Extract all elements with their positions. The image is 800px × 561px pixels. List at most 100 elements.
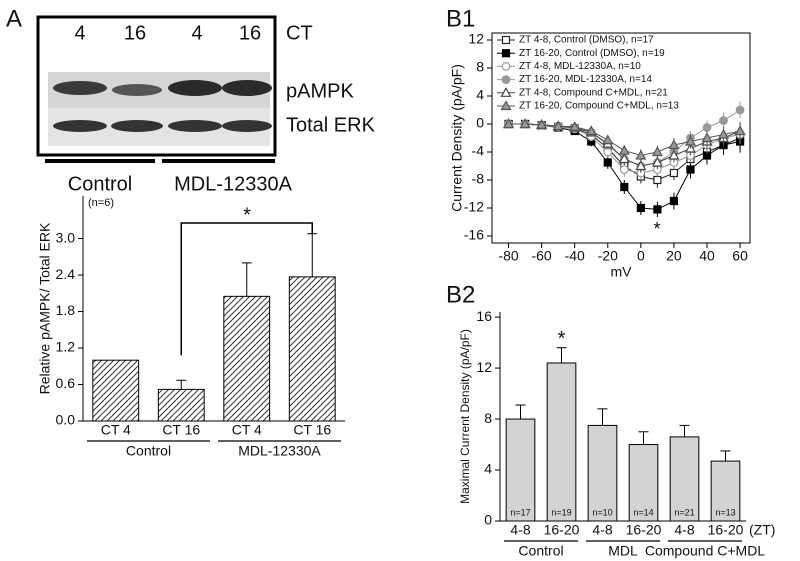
x-tick-label: 16-20: [544, 522, 580, 538]
y-tick-label: 0: [484, 512, 492, 528]
marker: [701, 132, 713, 143]
blot-band: [168, 120, 222, 132]
y-tick-label: 12: [476, 359, 492, 375]
marker: [735, 105, 745, 115]
plot-frame: [491, 32, 751, 244]
marker: [651, 146, 663, 157]
blot-band: [222, 80, 272, 96]
bar: [710, 460, 741, 522]
group-label: MDL-12330A: [174, 173, 293, 195]
group-label: MDL-12330A: [238, 443, 321, 459]
y-tick-label: -4: [472, 143, 485, 159]
marker: [668, 149, 680, 160]
band-label: pAMPK: [286, 80, 354, 102]
n-label: n=19: [551, 507, 571, 517]
x-axis-label: mV: [611, 264, 633, 280]
group-label: Control: [68, 173, 132, 195]
x-tick-label: 0: [637, 248, 645, 264]
n-label: n=21: [674, 507, 694, 517]
y-axis-label: Maximal Current Density (pA/pF): [458, 329, 472, 504]
legend-label: ZT 16-20, MDL-12330A, n=14: [519, 74, 652, 85]
blot-band: [53, 120, 107, 132]
y-tick-label: 4: [476, 87, 484, 103]
marker: [719, 116, 728, 125]
legend-marker: [501, 75, 511, 84]
marker: [635, 160, 647, 171]
marker: [569, 121, 581, 131]
legend-label: ZT 4-8, Control (DMSO), n=17: [519, 35, 654, 46]
lane-label: 16: [124, 22, 146, 44]
marker: [602, 134, 614, 145]
legend-marker: [501, 35, 511, 45]
marker: [552, 120, 564, 131]
marker: [653, 205, 662, 214]
group-label: MDL: [608, 543, 638, 559]
bar: [587, 424, 618, 522]
blot-band: [111, 120, 163, 132]
lane-label: 16: [239, 22, 261, 44]
legend-marker: [501, 62, 511, 71]
y-tick-label: -8: [472, 171, 485, 187]
x-tick-label: 60: [732, 248, 748, 264]
lane-label: 4: [191, 22, 202, 44]
blot-band: [222, 120, 272, 132]
category-unit: (ZT): [749, 522, 775, 538]
n-label: n=10: [592, 507, 612, 517]
legend-marker: [501, 49, 511, 58]
marker: [503, 118, 515, 129]
marker: [684, 135, 696, 146]
panel-label: B1: [446, 5, 475, 32]
panel-label: B2: [446, 281, 475, 308]
y-tick-label: 8: [484, 410, 492, 426]
x-tick-label: CT 4: [101, 422, 131, 438]
y-axis-label: Relative pAMPK/ Total ERK: [37, 222, 53, 394]
y-tick-label: 1.2: [56, 339, 76, 355]
blot-band: [53, 81, 107, 95]
note: (n=6): [88, 197, 114, 209]
marker: [651, 156, 663, 167]
marker: [686, 165, 695, 174]
x-tick-label: 16-20: [626, 522, 662, 538]
marker: [702, 123, 712, 132]
legend-marker: [500, 87, 512, 97]
marker: [620, 182, 629, 192]
y-tick-label: -16: [464, 227, 484, 243]
y-axis-label: Current Density (pA/pF): [449, 64, 465, 212]
significance-mark: *: [653, 219, 660, 239]
x-tick-label: -60: [531, 248, 551, 264]
x-tick-label: 40: [699, 248, 715, 264]
y-tick-label: 0.6: [56, 375, 76, 391]
n-label: n=14: [633, 507, 653, 517]
bar: [669, 436, 700, 522]
marker: [669, 196, 679, 206]
y-tick-label: 0: [476, 115, 484, 131]
marker: [734, 125, 746, 136]
bar: [92, 359, 140, 422]
marker: [702, 151, 712, 160]
y-tick-label: 0.0: [56, 412, 76, 428]
marker: [536, 118, 548, 129]
marker: [619, 165, 629, 174]
x-tick-label: -80: [498, 248, 518, 264]
group-label: Compound C+MDL: [645, 543, 765, 559]
marker: [653, 175, 662, 185]
n-label: n=17: [510, 507, 530, 517]
y-tick-label: -12: [464, 199, 484, 215]
marker: [718, 128, 730, 139]
marker: [668, 139, 680, 150]
x-tick-label: 16-20: [708, 522, 744, 538]
x-tick-label: 4-8: [674, 522, 694, 538]
marker: [603, 158, 612, 167]
y-tick-label: 3.0: [56, 229, 76, 245]
bar: [546, 362, 577, 522]
blot: 4 16 4 16 CT pAMPK Total ERK Control MDL…: [36, 15, 376, 195]
legend-marker: [500, 100, 512, 111]
y-tick-label: 2.4: [56, 266, 76, 282]
blot-band: [168, 80, 222, 96]
legend-label: ZT 16-20, Compound C+MDL, n=13: [519, 101, 679, 112]
group-label: Control: [126, 443, 171, 459]
legend-label: ZT 4-8, Compound C+MDL, n=21: [519, 87, 668, 98]
x-tick-label: CT 4: [232, 422, 262, 438]
marker: [669, 168, 679, 178]
